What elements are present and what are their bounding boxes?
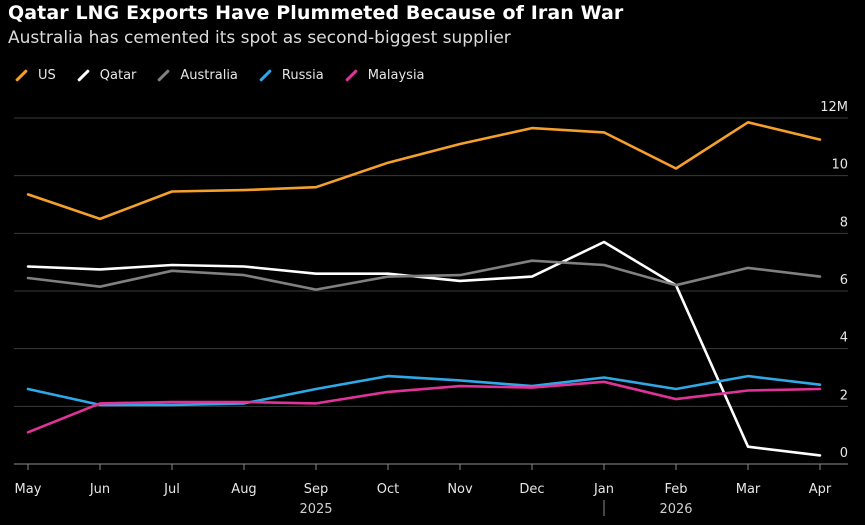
legend-item-us: US (14, 68, 56, 83)
legend-item-russia: Russia (258, 68, 324, 83)
y-tick-label-10: 10 (831, 158, 848, 173)
x-tick-label-oct: Oct (377, 482, 399, 497)
legend-item-australia: Australia (156, 68, 238, 83)
year-label-2026: 2026 (659, 502, 692, 517)
x-tick-label-apr: Apr (809, 482, 832, 497)
series-line-australia (26, 259, 822, 291)
y-tick-label-12: 12M (820, 100, 848, 115)
series-line-russia (26, 374, 822, 407)
x-tick-label-dec: Dec (519, 482, 544, 497)
year-label-2025: 2025 (299, 502, 332, 517)
legend-label-russia: Russia (281, 67, 324, 83)
series-line-malaysia (26, 380, 822, 434)
x-tick-label-jan: Jan (593, 482, 614, 497)
x-tick-label-aug: Aug (231, 482, 256, 497)
legend-label-us: US (38, 67, 56, 83)
chart-title: Qatar LNG Exports Have Plummeted Because… (8, 2, 624, 24)
x-tick-label-jun: Jun (89, 482, 110, 497)
x-tick-label-feb: Feb (664, 482, 687, 497)
legend-label-australia: Australia (180, 67, 238, 83)
y-tick-label-8: 8 (840, 215, 848, 230)
legend-label-malaysia: Malaysia (367, 67, 425, 83)
legend: US Qatar Australia Russia Malaysia (14, 66, 445, 84)
legend-item-qatar: Qatar (76, 67, 137, 83)
x-tick-label-jul: Jul (163, 482, 180, 497)
y-tick-label-0: 0 (840, 446, 848, 461)
series-line-us (26, 121, 822, 221)
x-tick-label-mar: Mar (736, 482, 761, 497)
legend-label-qatar: Qatar (99, 67, 137, 83)
series-line-qatar (26, 240, 822, 457)
x-tick-label-sep: Sep (304, 482, 329, 497)
x-tick-label-may: May (15, 482, 42, 497)
x-tick-label-nov: Nov (447, 482, 473, 497)
legend-item-malaysia: Malaysia (344, 68, 425, 83)
chart-subtitle: Australia has cemented its spot as secon… (8, 28, 511, 48)
y-tick-label-6: 6 (840, 273, 848, 288)
y-tick-label-4: 4 (840, 331, 848, 346)
y-tick-label-2: 2 (840, 388, 848, 403)
